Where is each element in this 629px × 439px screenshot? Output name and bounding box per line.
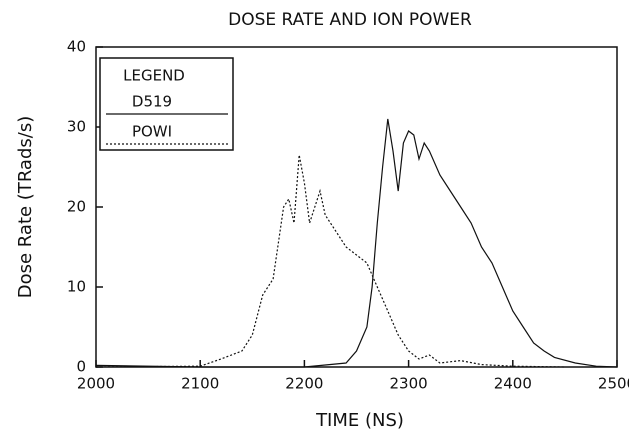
series-line bbox=[95, 154, 565, 368]
legend-title: LEGEND bbox=[123, 67, 185, 85]
legend-label: POWI bbox=[132, 123, 172, 141]
x-tick-label: 2300 bbox=[390, 375, 428, 393]
y-tick-label: 20 bbox=[67, 198, 86, 216]
series-line bbox=[95, 118, 618, 368]
y-axis-label: Dose Rate (TRads/s) bbox=[15, 116, 36, 298]
chart-title: DOSE RATE AND ION POWER bbox=[228, 10, 472, 30]
legend-label: D519 bbox=[132, 93, 172, 111]
x-tick-label: 2500 bbox=[598, 375, 629, 393]
y-tick-label: 10 bbox=[67, 278, 86, 296]
x-axis-label: TIME (NS) bbox=[315, 410, 404, 431]
y-tick-label: 0 bbox=[76, 358, 86, 376]
legend-box bbox=[99, 57, 234, 151]
y-tick-label: 30 bbox=[67, 118, 86, 136]
x-tick-label: 2200 bbox=[285, 375, 323, 393]
x-tick-label: 2400 bbox=[494, 375, 532, 393]
x-tick-label: 2100 bbox=[181, 375, 219, 393]
x-tick-label: 2000 bbox=[77, 375, 115, 393]
y-tick-label: 40 bbox=[67, 38, 86, 56]
